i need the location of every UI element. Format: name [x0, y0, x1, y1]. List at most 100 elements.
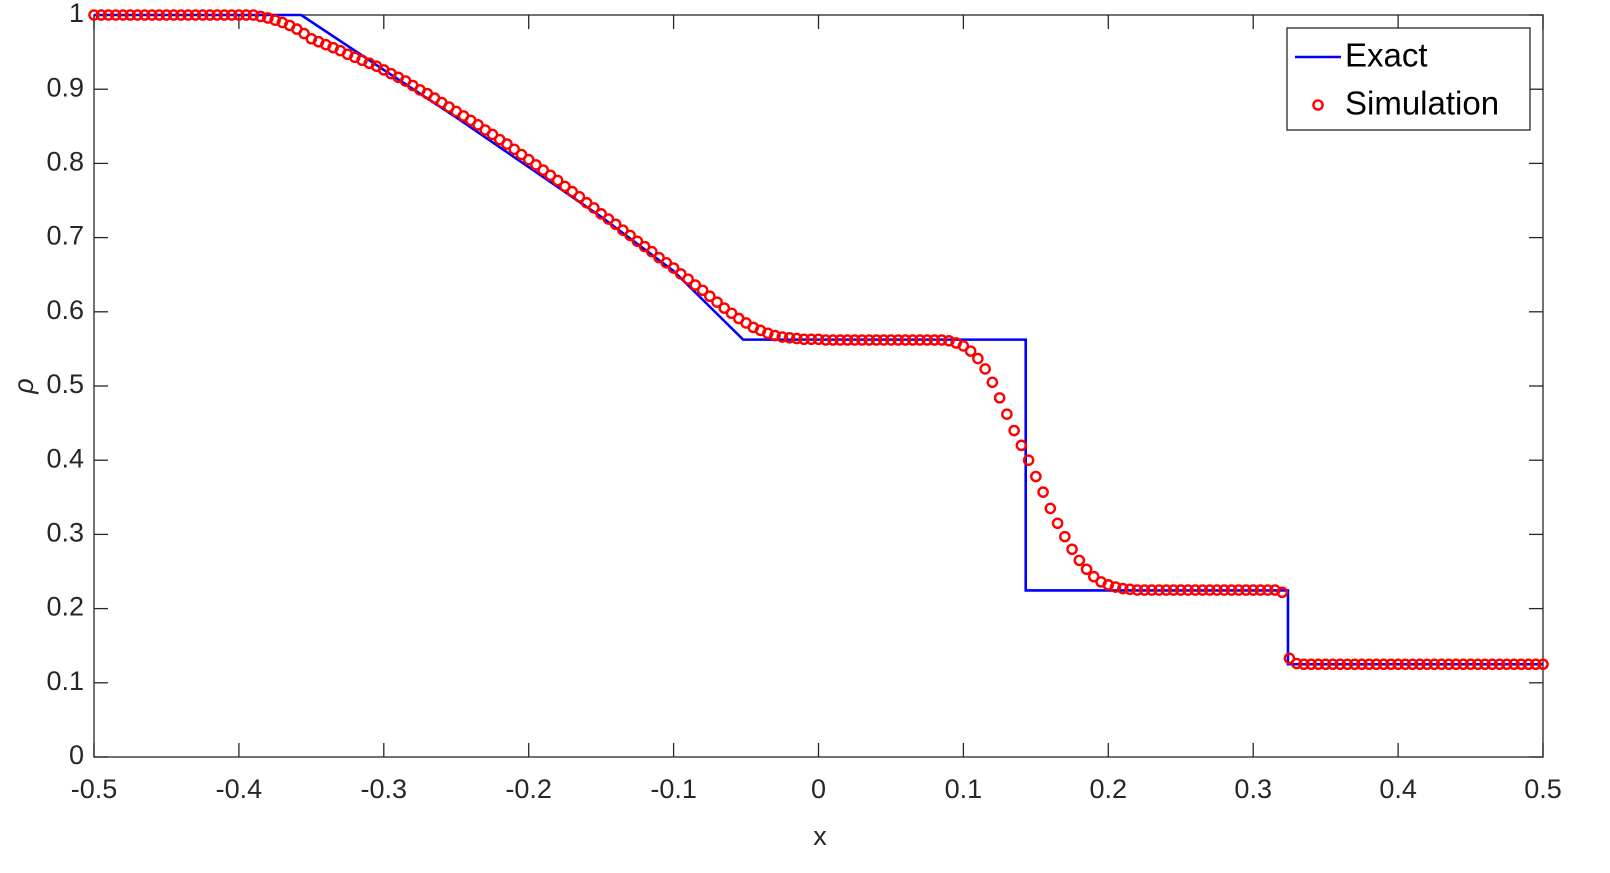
y-tick-label: 0.3 — [46, 518, 84, 548]
sim-point — [102, 9, 115, 21]
sim-point — [617, 224, 629, 236]
sim-point — [1283, 652, 1296, 665]
sim-point — [711, 296, 723, 308]
sim-point — [1370, 658, 1383, 671]
sim-point — [1479, 658, 1491, 671]
y-tick-label: 0.9 — [46, 72, 84, 102]
sim-point — [1457, 658, 1470, 671]
sim-point — [167, 9, 180, 21]
sim-point — [182, 9, 194, 21]
sim-point — [646, 245, 658, 258]
sim-point — [1385, 658, 1397, 671]
sim-point — [1066, 543, 1078, 556]
sim-point — [1030, 470, 1042, 483]
sim-point — [885, 334, 897, 346]
exact-line — [94, 13, 1543, 666]
x-tick-label: 0.4 — [1379, 774, 1417, 804]
x-tick-label: -0.4 — [216, 774, 263, 804]
sim-point — [1327, 658, 1339, 671]
sim-point — [841, 334, 854, 346]
sim-point — [1051, 517, 1064, 530]
sim-point — [1399, 658, 1412, 671]
sim-point — [935, 334, 948, 346]
sim-point — [624, 229, 636, 242]
sim-point — [1312, 658, 1325, 671]
sim-point — [1225, 584, 1238, 596]
sim-point — [638, 240, 651, 253]
sim-point — [1421, 658, 1433, 671]
sim-point — [1500, 658, 1513, 671]
sim-point — [1203, 584, 1216, 596]
sim-point — [899, 334, 912, 346]
sim-point — [544, 169, 557, 182]
sim-point — [928, 334, 941, 346]
x-tick-label: -0.2 — [505, 774, 552, 804]
sim-point — [1160, 584, 1173, 596]
sim-point — [1247, 584, 1259, 596]
sim-point — [109, 9, 122, 21]
sim-point — [877, 334, 890, 346]
sim-point — [1363, 658, 1375, 671]
sim-point — [776, 331, 789, 343]
sim-point — [1008, 424, 1020, 437]
sim-point — [1037, 486, 1049, 498]
sim-point — [472, 119, 484, 131]
sim-point — [240, 9, 252, 21]
sim-point — [1022, 454, 1035, 467]
x-tick-label: -0.3 — [361, 774, 408, 804]
sim-point — [131, 9, 144, 21]
sim-point — [863, 334, 876, 346]
sim-point — [972, 352, 984, 365]
sim-point — [1153, 584, 1165, 596]
sim-point — [783, 331, 796, 344]
sim-point — [486, 128, 499, 141]
sim-point — [1471, 658, 1484, 671]
sim-point — [88, 9, 100, 21]
sim-point — [196, 9, 209, 21]
sim-point — [1182, 584, 1194, 596]
sim-point — [986, 376, 999, 389]
sim-point — [1356, 658, 1368, 671]
sim-point — [1211, 584, 1223, 596]
sim-point — [233, 9, 245, 21]
sim-point — [660, 257, 673, 269]
sim-point — [1196, 584, 1209, 596]
sim-point — [957, 340, 970, 352]
sim-point — [609, 218, 622, 231]
x-tick-label: 0.3 — [1234, 774, 1272, 804]
sim-point — [1189, 584, 1202, 596]
sim-point — [819, 334, 832, 346]
sim-point — [696, 284, 709, 297]
y-tick-label: 0.4 — [46, 443, 84, 473]
sim-point — [269, 14, 281, 26]
sim-point — [979, 363, 991, 375]
sim-point — [921, 334, 933, 346]
sim-point — [1414, 658, 1426, 671]
sim-point — [943, 334, 955, 347]
sim-point — [211, 9, 223, 21]
legend-box — [1286, 27, 1531, 131]
sim-point — [653, 251, 665, 264]
sim-point — [537, 164, 549, 176]
sim-point — [1167, 584, 1180, 596]
sim-point — [1145, 584, 1158, 596]
sim-point — [225, 9, 238, 21]
sim-point — [1443, 658, 1455, 671]
y-axis-label: ρ — [9, 378, 39, 394]
sim-point — [551, 174, 564, 187]
x-tick-label: -0.5 — [71, 774, 118, 804]
legend-label: Exact — [1345, 37, 1428, 74]
sim-point — [964, 345, 977, 357]
y-tick-label: 0.8 — [46, 147, 84, 177]
sim-point — [1334, 658, 1346, 671]
sim-point — [1124, 583, 1136, 596]
sim-point — [1088, 570, 1100, 583]
sim-point — [1218, 584, 1231, 596]
sim-point — [848, 334, 861, 346]
sim-point — [1240, 584, 1252, 596]
legend-swatch — [1312, 99, 1324, 111]
sim-point — [1435, 658, 1448, 671]
sim-point — [1341, 658, 1354, 671]
sim-point — [522, 153, 535, 166]
sim-point — [914, 334, 926, 346]
